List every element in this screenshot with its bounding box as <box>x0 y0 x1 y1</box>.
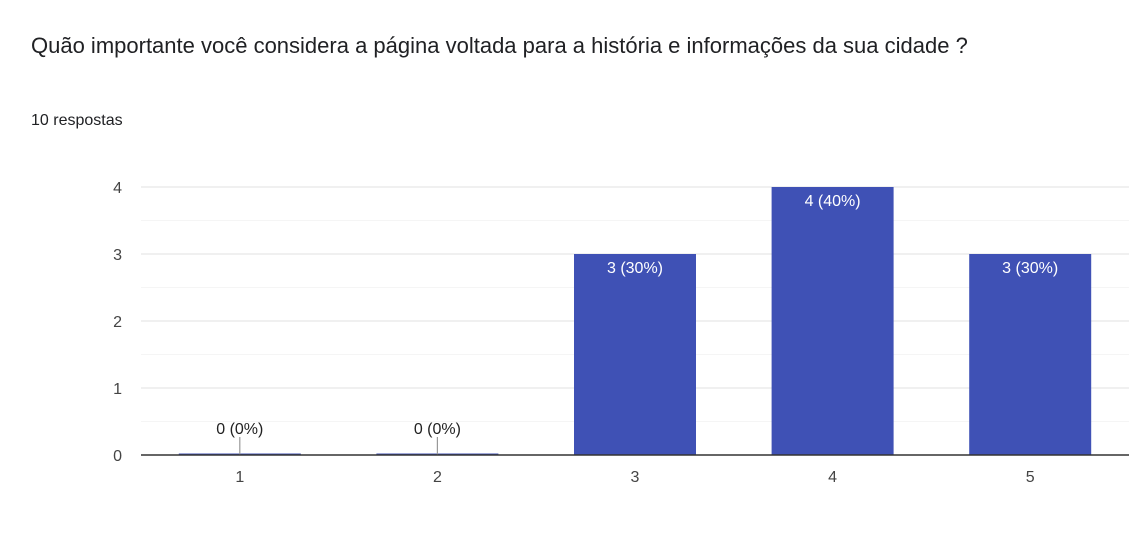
x-tick-label: 5 <box>1026 469 1035 486</box>
question-title: Quão importante você considera a página … <box>31 33 968 58</box>
y-tick-label: 2 <box>113 314 122 331</box>
x-tick-label: 1 <box>235 469 244 486</box>
data-label: 0 (0%) <box>216 421 263 438</box>
bar <box>969 254 1092 455</box>
x-tick-label: 2 <box>433 469 442 486</box>
y-tick-label: 1 <box>113 381 122 398</box>
data-label: 4 (40%) <box>805 193 861 210</box>
bar <box>771 187 894 455</box>
y-tick-label: 0 <box>113 448 122 465</box>
response-count: 10 respostas <box>31 112 123 129</box>
y-tick-label: 4 <box>113 180 122 197</box>
data-label: 3 (30%) <box>607 260 663 277</box>
y-tick-label: 3 <box>113 247 122 264</box>
x-tick-label: 3 <box>631 469 640 486</box>
data-label: 3 (30%) <box>1002 260 1058 277</box>
bar <box>574 254 696 455</box>
x-tick-label: 4 <box>828 469 837 486</box>
data-label: 0 (0%) <box>414 421 461 438</box>
